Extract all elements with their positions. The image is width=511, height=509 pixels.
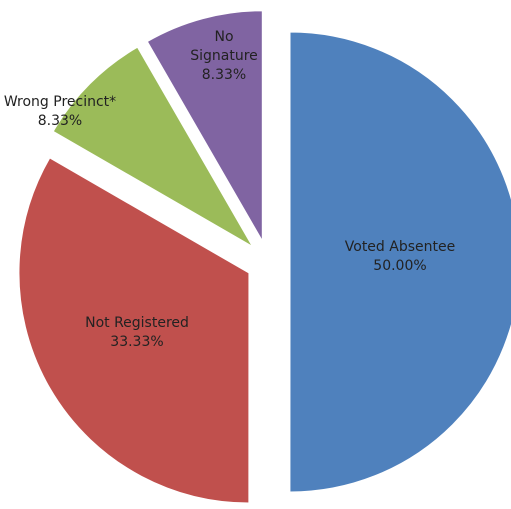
slice-label: Wrong Precinct* 8.33% (0, 93, 120, 131)
value-label: 33.33% (110, 334, 164, 350)
category-label: Voted Absentee (344, 239, 456, 255)
category-label: Wrong Precinct* (3, 94, 117, 110)
slice-label-text: Not Registered 33.33% (62, 314, 212, 352)
slice-label: Not Registered 33.33% (62, 314, 212, 352)
value-label: 50.00% (373, 258, 427, 274)
value-label: 8.33% (201, 67, 247, 83)
value-label: 8.33% (37, 113, 83, 129)
category-label: Not Registered (85, 315, 189, 331)
pie-slice (52, 46, 254, 248)
slice-label-text: Wrong Precinct* 8.33% (0, 93, 120, 131)
slice-label-text: Voted Absentee 50.00% (330, 238, 470, 276)
slice-label: No Signature 8.33% (186, 28, 262, 85)
pie-slice (289, 31, 511, 493)
category-label: No Signature (190, 29, 258, 64)
pie-slice (18, 157, 250, 504)
pie-slice (146, 10, 263, 243)
slice-label: Voted Absentee 50.00% (330, 238, 470, 276)
slice-label-text: No Signature 8.33% (186, 28, 262, 85)
